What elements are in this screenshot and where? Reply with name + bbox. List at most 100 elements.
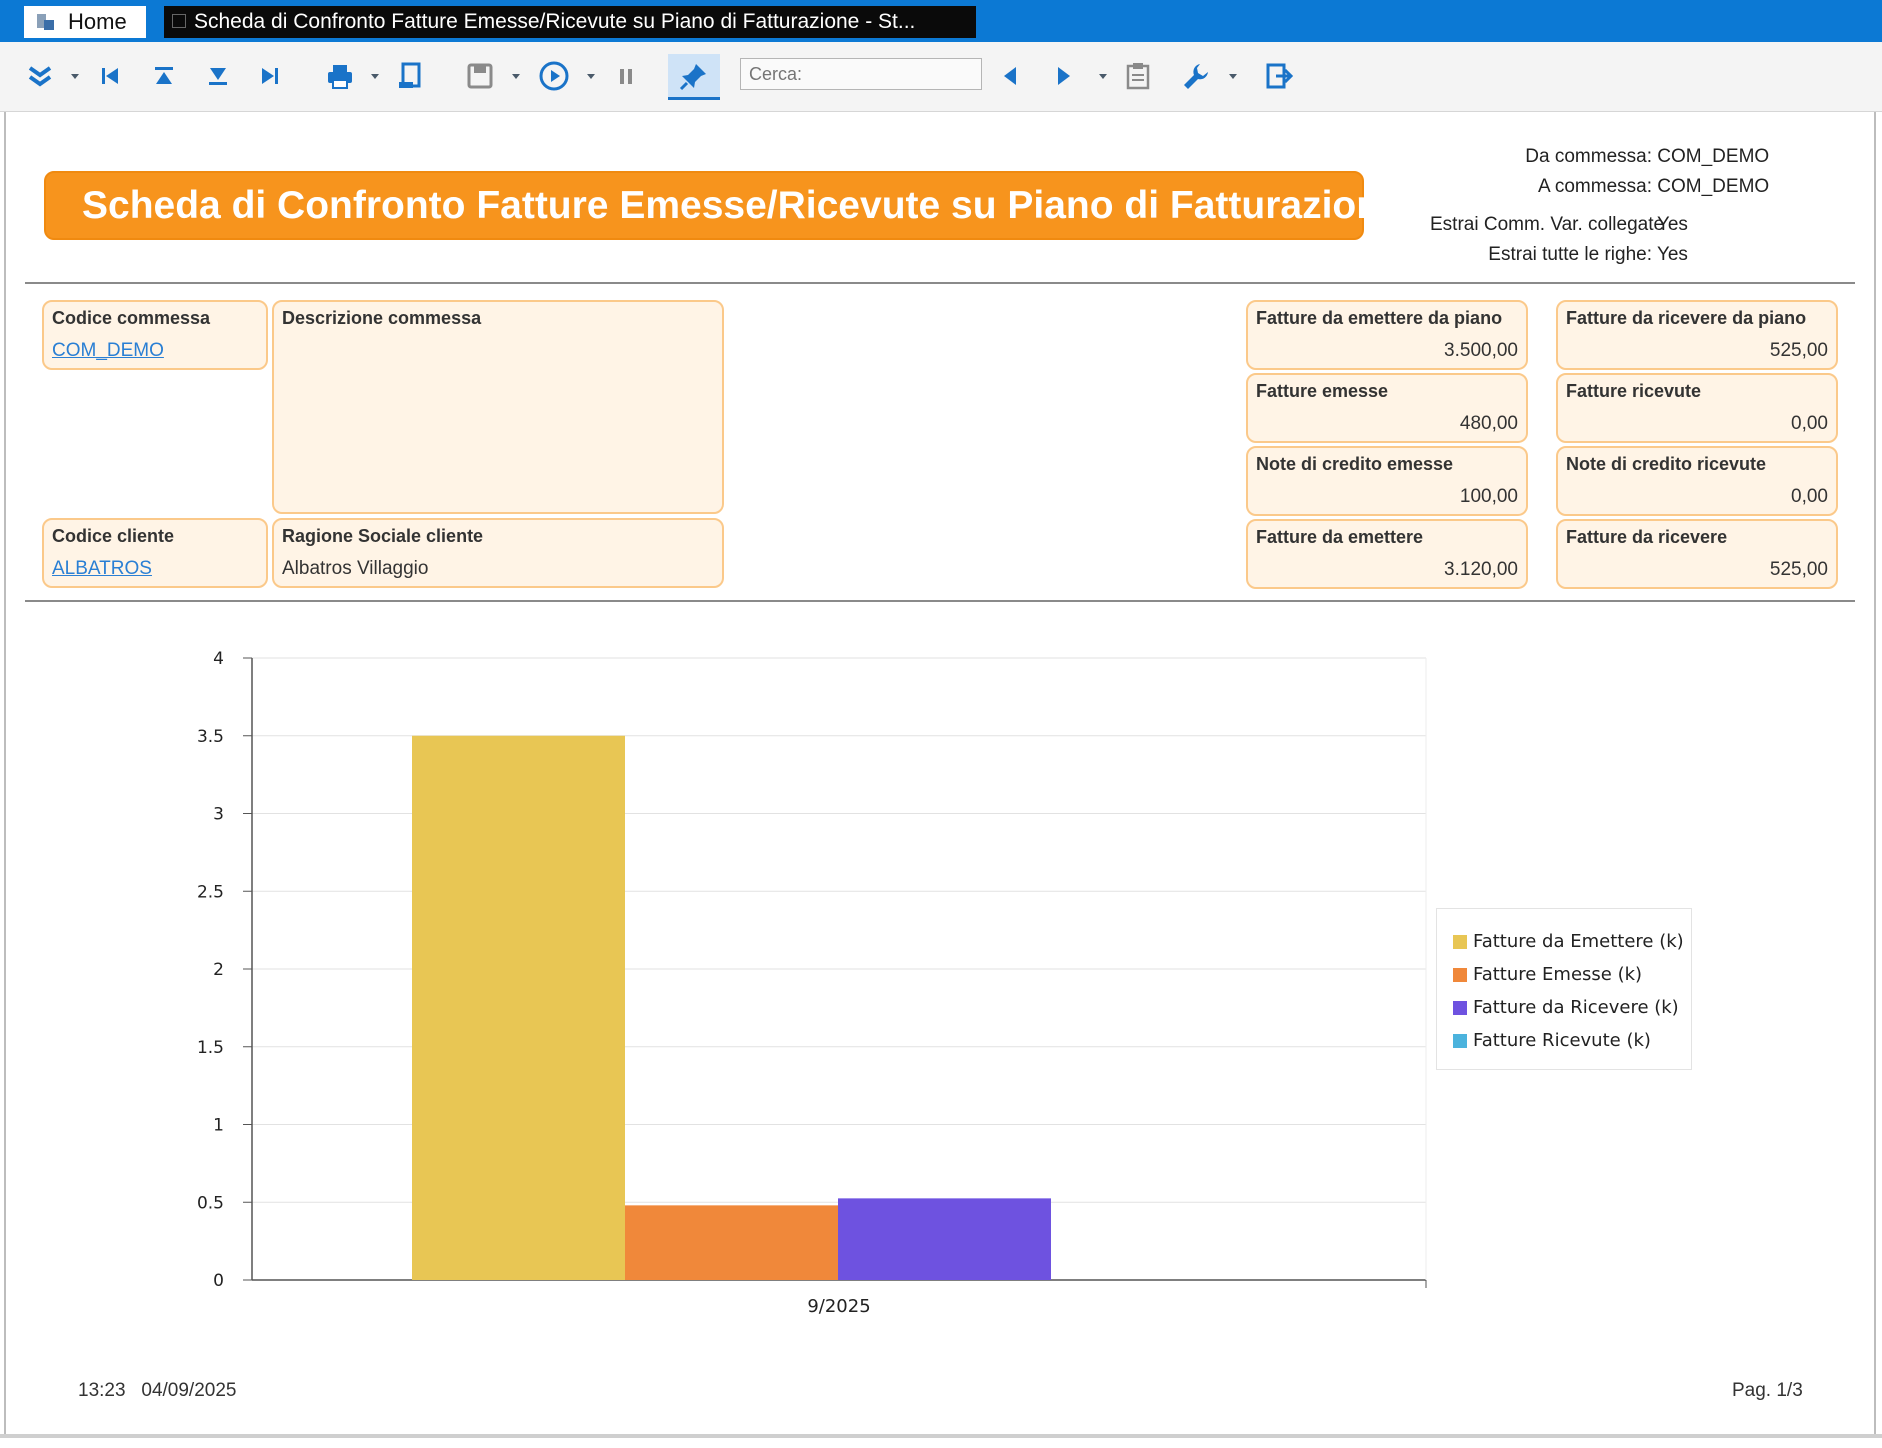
box-value: 3.120,00	[1444, 559, 1518, 580]
search-next-button[interactable]	[1044, 56, 1084, 96]
box-label: Codice cliente	[52, 526, 175, 546]
play-button[interactable]	[534, 56, 574, 96]
footer-date: 04/09/2025	[141, 1380, 237, 1401]
legend-swatch	[1453, 1033, 1467, 1048]
divider	[25, 282, 1855, 284]
param-label: Estrai Comm. Var. collegate	[1430, 214, 1665, 235]
box-value: 0,00	[1791, 413, 1828, 434]
codice-commessa-link[interactable]: COM_DEMO	[52, 340, 164, 361]
search-next-icon	[1058, 67, 1070, 85]
param-value: Yes	[1656, 214, 1688, 235]
collapse-dropdown[interactable]	[70, 72, 80, 82]
play-dropdown[interactable]	[586, 72, 596, 82]
box-label: Note di credito emesse	[1256, 454, 1454, 474]
tab-report-label: Scheda di Confronto Fatture Emesse/Ricev…	[194, 10, 916, 33]
param-label: A commessa:	[1537, 176, 1652, 197]
next-group-button[interactable]	[198, 56, 238, 96]
settings-button[interactable]	[1176, 56, 1216, 96]
box-label: Fatture ricevute	[1566, 381, 1702, 401]
box-label: Note di credito ricevute	[1566, 454, 1767, 474]
box-value: 525,00	[1769, 340, 1828, 361]
param-estrai-comm-var: Estrai Comm. Var. collegate Yes	[1430, 214, 1688, 236]
legend-item: Fatture da Ricevere (k)	[1453, 991, 1691, 1024]
tab-home[interactable]: Home	[24, 6, 146, 38]
save-button[interactable]	[460, 56, 500, 96]
footer-page-number: Pag. 1/3	[1732, 1380, 1803, 1401]
play-icon	[539, 61, 569, 91]
legend-label: Fatture da Ricevere (k)	[1473, 997, 1679, 1018]
box-label: Fatture da ricevere	[1566, 527, 1728, 547]
page-setup-button[interactable]	[390, 56, 430, 96]
exit-icon	[1266, 63, 1294, 89]
box-label: Ragione Sociale cliente	[282, 526, 484, 546]
pin-button[interactable]	[668, 54, 720, 100]
legend-item: Fatture Ricevute (k)	[1453, 1024, 1691, 1057]
first-page-button[interactable]	[90, 56, 130, 96]
report-app-icon	[36, 12, 56, 32]
last-page-button[interactable]	[250, 56, 290, 96]
tab-report[interactable]: Scheda di Confronto Fatture Emesse/Ricev…	[164, 6, 976, 38]
search-prev-button[interactable]	[990, 56, 1030, 96]
exit-button[interactable]	[1258, 56, 1298, 96]
page-bottom-border	[0, 1434, 1882, 1438]
param-value: COM_DEMO	[1657, 176, 1770, 197]
report-title: Scheda di Confronto Fatture Emesse/Ricev…	[44, 171, 1402, 240]
box-value: 0,00	[1791, 486, 1828, 507]
param-da-commessa: Da commessa: COM_DEMO	[1520, 146, 1769, 168]
legend-label: Fatture da Emettere (k)	[1473, 931, 1684, 952]
chart-legend: Fatture da Emettere (k) Fatture Emesse (…	[1436, 908, 1692, 1070]
box-label: Fatture da emettere	[1256, 527, 1424, 547]
summary-emesse-box: Fatture emesse 480,00	[1246, 373, 1528, 443]
search-input[interactable]	[740, 58, 982, 90]
summary-emesse-box: Fatture da emettere da piano 3.500,00	[1246, 300, 1528, 370]
collapse-all-button[interactable]	[20, 56, 60, 96]
print-dropdown[interactable]	[370, 72, 380, 82]
box-label: Fatture da ricevere da piano	[1566, 308, 1807, 328]
search-dropdown[interactable]	[1098, 72, 1108, 82]
settings-dropdown[interactable]	[1228, 72, 1238, 82]
save-icon	[467, 63, 493, 89]
box-label: Fatture emesse	[1256, 381, 1389, 401]
codice-commessa-box: Codice commessa COM_DEMO	[42, 300, 268, 370]
box-label: Codice commessa	[52, 308, 211, 328]
print-button[interactable]	[320, 56, 360, 96]
clipboard-icon	[1126, 63, 1150, 90]
box-value: 3.500,00	[1444, 340, 1518, 361]
summary-ricevute-box: Fatture da ricevere da piano 525,00	[1556, 300, 1838, 370]
legend-label: Fatture Ricevute (k)	[1473, 1030, 1651, 1051]
tab-home-label: Home	[68, 9, 127, 34]
legend-item: Fatture da Emettere (k)	[1453, 925, 1691, 958]
pause-button[interactable]	[606, 56, 646, 96]
legend-swatch	[1453, 967, 1467, 982]
param-estrai-righe: Estrai tutte le righe: Yes	[1430, 244, 1688, 266]
search-prev-icon	[1004, 67, 1016, 85]
ragione-sociale-box: Ragione Sociale cliente Albatros Villagg…	[272, 518, 724, 588]
first-page-icon	[102, 68, 118, 84]
summary-emesse-box: Note di credito emesse 100,00	[1246, 446, 1528, 516]
title-bar: Home Scheda di Confronto Fatture Emesse/…	[0, 0, 1882, 42]
print-icon	[328, 65, 352, 89]
save-dropdown[interactable]	[511, 72, 521, 82]
box-label: Fatture da emettere da piano	[1256, 308, 1503, 328]
legend-swatch	[1453, 934, 1467, 949]
wrench-icon	[1184, 64, 1208, 89]
ragione-sociale-value: Albatros Villaggio	[282, 558, 429, 579]
param-label: Estrai tutte le righe:	[1488, 244, 1652, 265]
param-a-commessa: A commessa: COM_DEMO	[1520, 176, 1769, 198]
legend-swatch	[1453, 1000, 1467, 1015]
codice-cliente-link[interactable]: ALBATROS	[52, 558, 152, 579]
window-icon	[172, 14, 186, 28]
summary-ricevute-box: Fatture da ricevere 525,00	[1556, 519, 1838, 589]
param-label: Da commessa:	[1525, 146, 1652, 167]
footer-time: 13:23	[78, 1380, 126, 1401]
clipboard-button[interactable]	[1118, 56, 1158, 96]
summary-ricevute-box: Note di credito ricevute 0,00	[1556, 446, 1838, 516]
toolbar	[0, 42, 1882, 112]
legend-item: Fatture Emesse (k)	[1453, 958, 1691, 991]
box-value: 525,00	[1769, 559, 1828, 580]
summary-emesse-box: Fatture da emettere 3.120,00	[1246, 519, 1528, 589]
param-value: COM_DEMO	[1657, 146, 1770, 167]
previous-group-button[interactable]	[144, 56, 184, 96]
previous-group-icon	[155, 67, 173, 84]
box-label: Descrizione commessa	[282, 308, 482, 328]
